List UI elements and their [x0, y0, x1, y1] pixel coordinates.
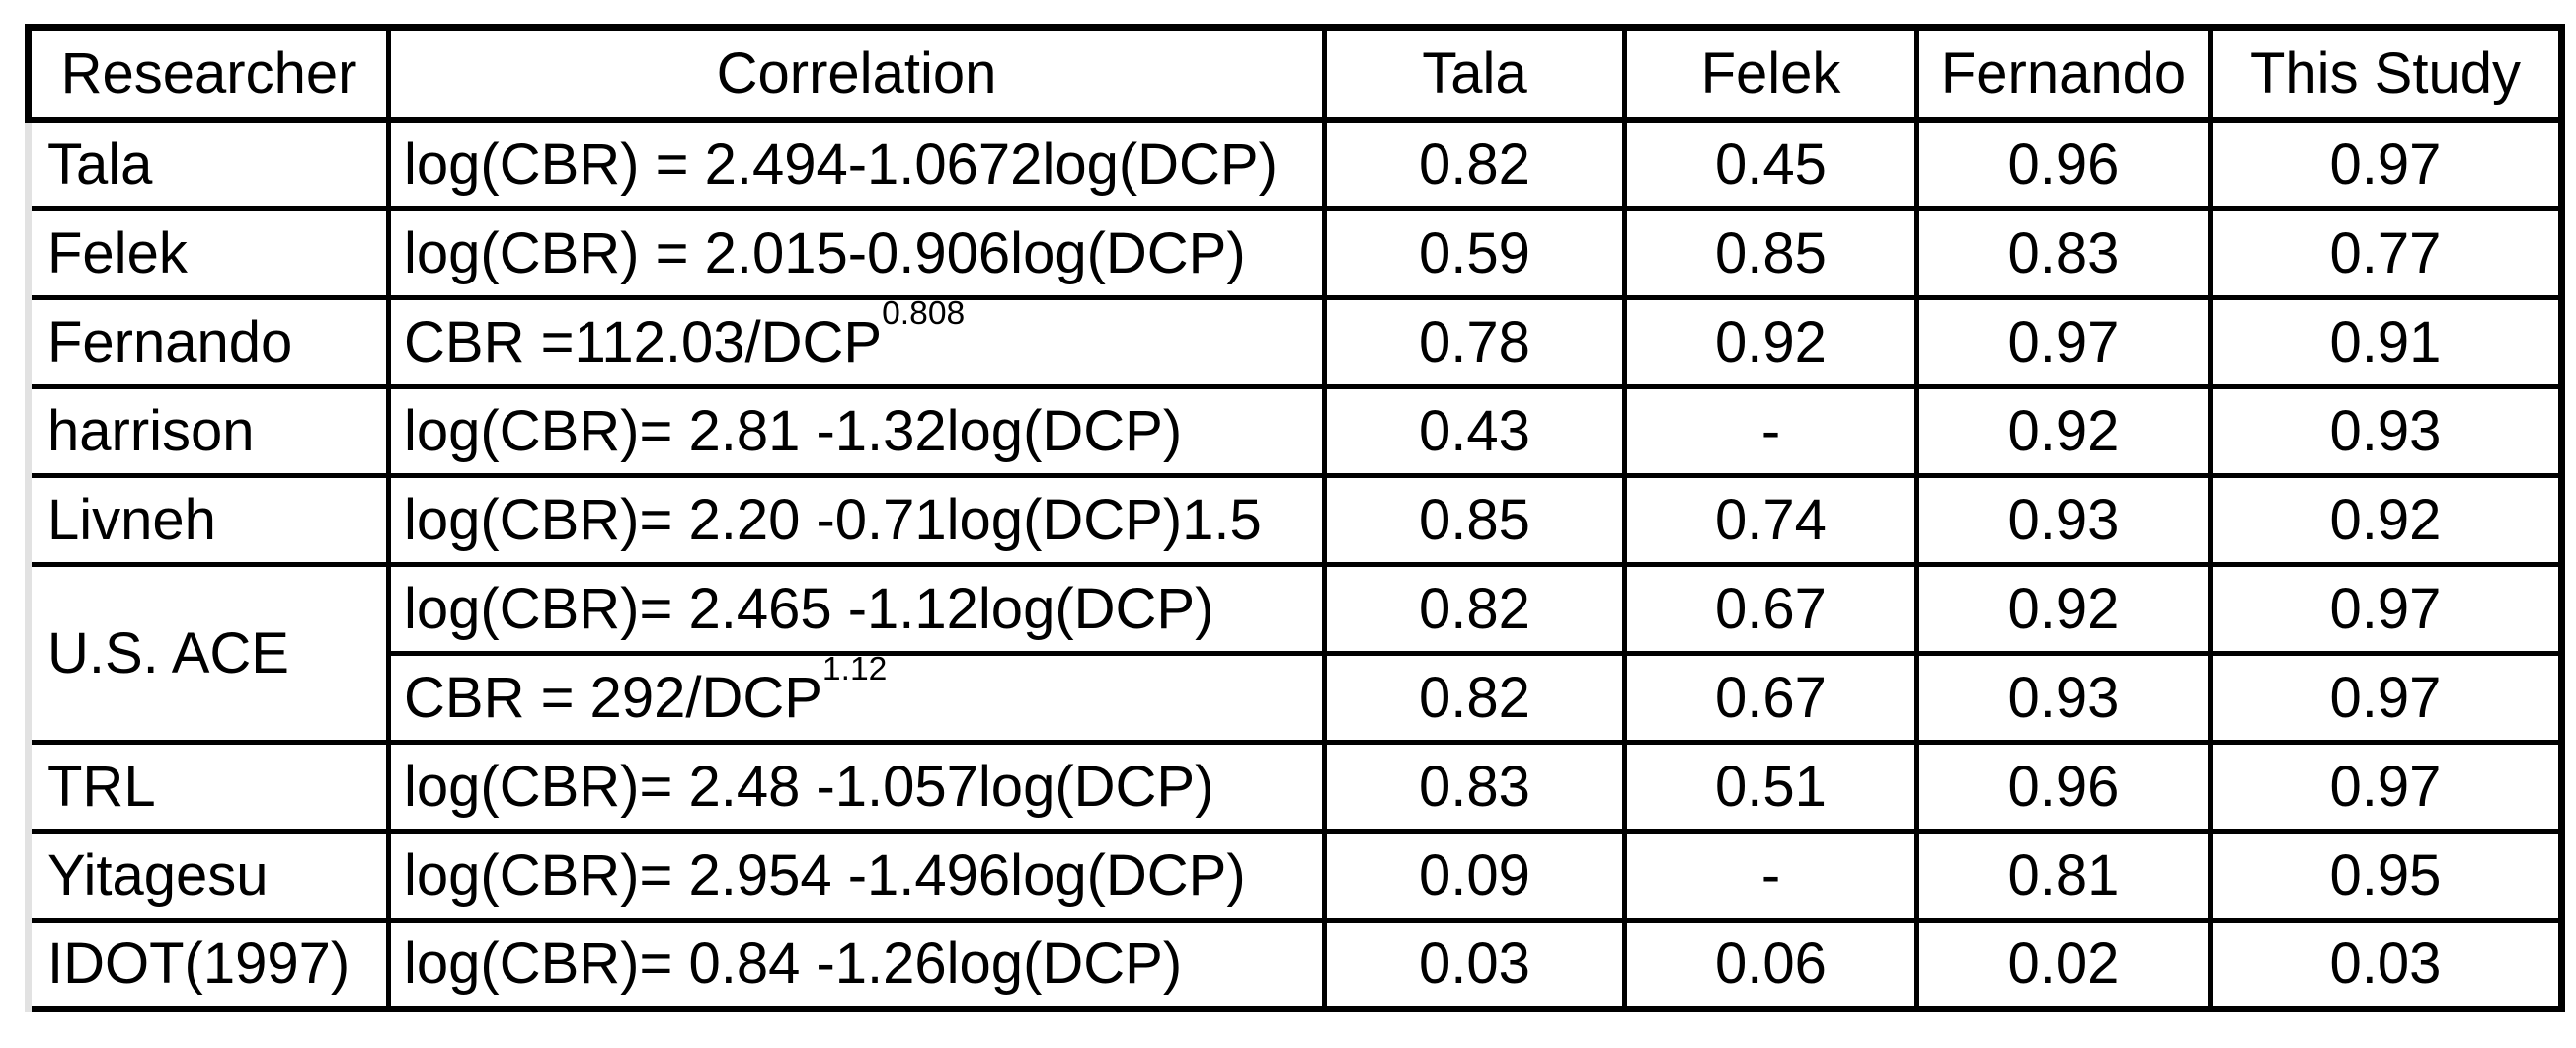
researcher-cell-merged: U.S. ACE	[25, 562, 391, 745]
formula-cell: log(CBR) = 2.494-1.0672log(DCP)	[386, 118, 1327, 211]
value-cell: 0.97	[1914, 295, 2213, 389]
researcher-cell: Livneh	[25, 473, 391, 567]
formula-cell: log(CBR)= 2.20 -0.71log(DCP)1.5	[386, 473, 1327, 567]
value-cell: 0.74	[1622, 473, 1919, 567]
value-cell: 0.97	[2208, 118, 2564, 211]
table-row-yitagesu: Yitagesu log(CBR)= 2.954 -1.496log(DCP) …	[25, 829, 2564, 923]
researcher-cell: Felek	[25, 206, 391, 300]
formula-text: log(CBR)= 2.20 -0.71log(DCP)1.5	[404, 487, 1262, 552]
formula-text: log(CBR) = 2.494-1.0672log(DCP)	[404, 132, 1278, 198]
value-cell: 0.82	[1322, 118, 1627, 211]
value-cell: 0.91	[2208, 295, 2564, 389]
value-cell: 0.92	[1914, 562, 2213, 656]
table-row-idot: IDOT(1997) log(CBR)= 0.84 -1.26log(DCP) …	[25, 918, 2564, 1011]
value-cell: 0.03	[2208, 918, 2564, 1011]
formula-cell: CBR = 292/DCP1.12	[386, 651, 1327, 745]
value-cell: 0.97	[2208, 740, 2564, 834]
value-cell: 0.92	[1622, 295, 1919, 389]
researcher-cell: Fernando	[25, 295, 391, 389]
formula-text: log(CBR) = 2.015-0.906log(DCP)	[404, 220, 1246, 285]
value-cell: -	[1622, 829, 1919, 923]
table-row-us-ace-1: U.S. ACE log(CBR)= 2.465 -1.12log(DCP) 0…	[25, 562, 2564, 745]
value-cell: 0.81	[1914, 829, 2213, 923]
table-row-tala: Tala log(CBR) = 2.494-1.0672log(DCP) 0.8…	[25, 118, 2564, 211]
formula-cell: log(CBR)= 2.81 -1.32log(DCP)	[386, 384, 1327, 478]
formula-text: log(CBR)= 2.465 -1.12log(DCP)	[404, 576, 1214, 641]
value-cell: 0.93	[2208, 384, 2564, 478]
formula-cell: log(CBR) = 2.015-0.906log(DCP)	[386, 206, 1327, 300]
formula-text: log(CBR)= 0.84 -1.26log(DCP)	[404, 931, 1183, 997]
formula-cell: log(CBR)= 0.84 -1.26log(DCP)	[386, 918, 1327, 1011]
value-cell: 0.06	[1622, 918, 1919, 1011]
value-cell: 0.78	[1322, 295, 1627, 389]
value-cell: 0.09	[1322, 829, 1627, 923]
header-cell-this-study: This Study	[2208, 25, 2564, 123]
value-cell: 0.03	[1322, 918, 1627, 1011]
value-cell: 0.51	[1622, 740, 1919, 834]
formula-text: CBR =112.03/DCP	[404, 309, 883, 374]
formula-text: log(CBR)= 2.954 -1.496log(DCP)	[404, 843, 1246, 908]
value-cell: 0.77	[2208, 206, 2564, 300]
table-row-fernando: Fernando CBR =112.03/DCP0.808 0.78 0.92 …	[25, 295, 2564, 389]
value-cell: 0.83	[1322, 740, 1627, 834]
formula-cell: log(CBR)= 2.954 -1.496log(DCP)	[386, 829, 1327, 923]
formula-text: CBR = 292/DCP	[404, 665, 822, 730]
formula-text: log(CBR)= 2.81 -1.32log(DCP)	[404, 398, 1183, 463]
value-cell: 0.45	[1622, 118, 1919, 211]
formula-cell: log(CBR)= 2.465 -1.12log(DCP)	[386, 562, 1327, 656]
table-row-trl: TRL log(CBR)= 2.48 -1.057log(DCP) 0.83 0…	[25, 740, 2564, 834]
value-cell: 0.97	[2208, 562, 2564, 656]
value-cell: 0.95	[2208, 829, 2564, 923]
header-cell-tala: Tala	[1322, 25, 1627, 123]
value-cell: 0.59	[1322, 206, 1627, 300]
header-cell-felek: Felek	[1622, 25, 1919, 123]
researcher-cell: Tala	[25, 118, 391, 211]
value-cell: 0.92	[2208, 473, 2564, 567]
value-cell: 0.82	[1322, 651, 1627, 745]
value-cell: 0.93	[1914, 473, 2213, 567]
value-cell: 0.85	[1322, 473, 1627, 567]
value-cell: 0.83	[1914, 206, 2213, 300]
header-cell-correlation: Correlation	[386, 25, 1327, 123]
table-row-harrison: harrison log(CBR)= 2.81 -1.32log(DCP) 0.…	[25, 384, 2564, 478]
value-cell: 0.97	[2208, 651, 2564, 745]
header-cell-researcher: Researcher	[25, 25, 391, 123]
value-cell: -	[1622, 384, 1919, 478]
value-cell: 0.92	[1914, 384, 2213, 478]
formula-superscript: 0.808	[882, 297, 966, 332]
formula-cell: log(CBR)= 2.48 -1.057log(DCP)	[386, 740, 1327, 834]
table-row-felek: Felek log(CBR) = 2.015-0.906log(DCP) 0.5…	[25, 206, 2564, 300]
formula-text: log(CBR)= 2.48 -1.057log(DCP)	[404, 754, 1214, 819]
researcher-cell: harrison	[25, 384, 391, 478]
value-cell: 0.96	[1914, 118, 2213, 211]
value-cell: 0.82	[1322, 562, 1627, 656]
value-cell: 0.93	[1914, 651, 2213, 745]
researcher-cell: Yitagesu	[25, 829, 391, 923]
value-cell: 0.67	[1622, 562, 1919, 656]
table-row-livneh: Livneh log(CBR)= 2.20 -0.71log(DCP)1.5 0…	[25, 473, 2564, 567]
value-cell: 0.85	[1622, 206, 1919, 300]
formula-cell: CBR =112.03/DCP0.808	[386, 295, 1327, 389]
header-cell-fernando: Fernando	[1914, 25, 2213, 123]
value-cell: 0.96	[1914, 740, 2213, 834]
formula-superscript: 1.12	[821, 653, 888, 687]
table-row-us-ace-2: CBR = 292/DCP1.12 0.82 0.67 0.93 0.97	[29, 651, 2564, 745]
researcher-cell: TRL	[25, 740, 391, 834]
correlation-table: Researcher Correlation Tala Felek Fernan…	[25, 24, 2565, 1012]
researcher-cell: IDOT(1997)	[25, 918, 391, 1011]
value-cell: 0.43	[1322, 384, 1627, 478]
value-cell: 0.02	[1914, 918, 2213, 1011]
header-row: Researcher Correlation Tala Felek Fernan…	[25, 25, 2564, 123]
value-cell: 0.67	[1622, 651, 1919, 745]
